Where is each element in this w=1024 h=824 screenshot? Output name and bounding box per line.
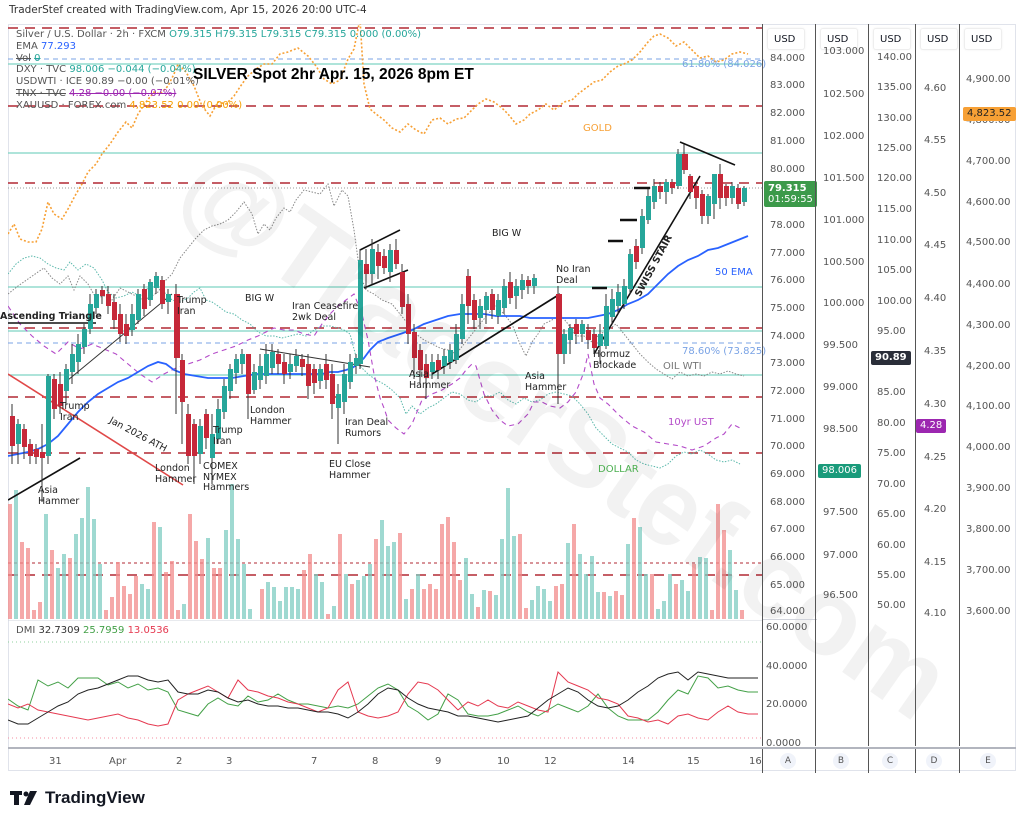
annot-50-ema: 50 EMA bbox=[715, 267, 753, 278]
dmi-adx-line bbox=[8, 671, 758, 725]
price-axis-a[interactable]: USD 84.000 83.000 82.000 81.000 80.000 7… bbox=[762, 24, 817, 749]
ohlc-values: O79.315 H79.315 L79.315 C79.315 0.000 (0… bbox=[169, 29, 422, 40]
dmi-plus-value: 25.7959 bbox=[83, 625, 125, 636]
annot-10yr-ust: 10yr UST bbox=[668, 417, 714, 428]
annot-asia-hammer-1: Asia Hammer bbox=[38, 485, 80, 507]
axis-letter-d[interactable]: D bbox=[926, 753, 942, 769]
annot-iran-ceasefire: Iran Ceasefire 2wk Deal bbox=[292, 301, 359, 323]
volume-bars bbox=[8, 484, 744, 619]
annot-oil-wti: OIL WTI bbox=[663, 361, 702, 372]
ust10-line bbox=[8, 293, 741, 451]
legend-tnx-row[interactable]: TNX · TVC 4.28 −0.00 (−0.07%) bbox=[16, 87, 177, 99]
last-price-tag: 79.315 01:59:55 bbox=[764, 181, 817, 207]
price-axis-e[interactable]: USD 4,900.00 4,800.00 4,700.00 4,600.00 … bbox=[959, 24, 1016, 746]
legend-vol-row[interactable]: Vol 0 bbox=[16, 52, 41, 64]
axis-letter-b[interactable]: B bbox=[833, 753, 849, 769]
gold-line bbox=[8, 24, 749, 243]
annot-trump-iran-3: Trump Iran bbox=[213, 425, 243, 447]
annot-london-hammer-2: London Hammer bbox=[250, 405, 292, 427]
axis-b-currency[interactable]: USD bbox=[820, 28, 858, 50]
dmi-legend[interactable]: DMI 32.7309 25.7959 13.0536 bbox=[16, 625, 169, 636]
annot-asia-hammer-3: Asia Hammer bbox=[525, 371, 567, 393]
annot-hormuz-blockade: Hormuz Blockade bbox=[593, 349, 637, 371]
annot-comex-hammers: COMEX NYMEX Hammers bbox=[203, 461, 250, 493]
dmi-minus-line bbox=[8, 671, 758, 727]
legend-xauusd-row[interactable]: XAUUSD · FOREX.com 4,823.52 0.00 (0.00%) bbox=[16, 99, 243, 111]
axis-letter-c[interactable]: C bbox=[882, 753, 898, 769]
legend-usdwti-row[interactable]: USDWTI · ICE 90.89 −0.00 (−0.01%) bbox=[16, 76, 199, 88]
gold-price-tag: 4,823.52 bbox=[963, 107, 1016, 121]
ema50-line bbox=[8, 235, 749, 457]
tnx-price-tag: 4.28 bbox=[916, 419, 947, 433]
chart-legend: Silver / U.S. Dollar · 2h · FXCM O79.315… bbox=[16, 29, 421, 112]
price-axis-b[interactable]: USD 103.000 102.500 102.000 101.500 101.… bbox=[815, 24, 868, 746]
axis-d-currency[interactable]: USD bbox=[920, 28, 958, 50]
annot-fib-618: 61.80% (84.026) bbox=[682, 59, 767, 70]
legend-ema-row[interactable]: EMA 77.293 bbox=[16, 40, 76, 52]
dmi-plus-line bbox=[8, 675, 758, 721]
axis-e-currency[interactable]: USD bbox=[964, 28, 1002, 50]
annot-asia-hammer-2: Asia Hammer bbox=[409, 369, 451, 391]
axis-letter-a[interactable]: A bbox=[780, 753, 796, 769]
axis-a-currency[interactable]: USD bbox=[767, 28, 805, 50]
price-axis-c[interactable]: USD 140.00 135.00 130.00 125.00 120.00 1… bbox=[868, 24, 915, 746]
price-candles bbox=[10, 144, 747, 502]
dmi-minus-value: 13.0536 bbox=[127, 625, 169, 636]
axis-c-currency[interactable]: USD bbox=[873, 28, 911, 50]
pane-separator[interactable] bbox=[763, 619, 817, 620]
bar-countdown: 01:59:55 bbox=[768, 194, 813, 205]
tradingview-logo[interactable]: TradingView bbox=[10, 788, 145, 808]
dxy-price-tag: 98.006 bbox=[818, 464, 861, 478]
chart-title: SILVER Spot 2hr Apr. 15, 2026 8pm ET bbox=[193, 66, 474, 83]
annot-ascending-triangle: Ascending Triangle bbox=[0, 311, 102, 322]
annot-dollar: DOLLAR bbox=[598, 464, 639, 475]
axis-letter-e[interactable]: E bbox=[980, 753, 996, 769]
chart-credit: TraderStef created with TradingView.com,… bbox=[9, 4, 367, 16]
main-price-pane[interactable] bbox=[8, 24, 762, 619]
dmi-adx-value: 32.7309 bbox=[38, 625, 80, 636]
legend-dxy-row[interactable]: DXY · TVC 98.006 −0.044 (−0.04%) bbox=[16, 64, 196, 76]
annot-trump-iran-2: Trump Iran bbox=[177, 295, 207, 317]
dmi-chart-svg bbox=[8, 620, 762, 739]
annot-big-w-1: BIG W bbox=[245, 293, 275, 304]
legend-symbol-row[interactable]: Silver / U.S. Dollar · 2h · FXCM O79.315… bbox=[16, 29, 422, 40]
price-axis-d[interactable]: USD 4.60 4.55 4.50 4.45 4.40 4.35 4.30 4… bbox=[915, 24, 959, 746]
annot-london-hammer-1: London Hammer bbox=[155, 463, 197, 485]
annot-no-iran-deal: No Iran Deal bbox=[556, 264, 591, 286]
annot-eu-close-hammer: EU Close Hammer bbox=[329, 459, 371, 481]
annot-iran-deal-rumors: Iran Deal Rumors bbox=[345, 417, 389, 439]
time-axis[interactable]: 31 Apr 2 3 7 8 9 10 12 14 15 16 A B C D … bbox=[8, 747, 1016, 773]
annot-fib-786: 78.60% (73.825) bbox=[682, 346, 767, 357]
wti-price-tag: 90.89 bbox=[871, 351, 911, 365]
annot-trump-iran-1: Trump Iran bbox=[60, 401, 90, 423]
tradingview-logo-icon bbox=[10, 791, 37, 805]
annot-big-w-2: BIG W bbox=[492, 228, 522, 239]
dmi-pane[interactable] bbox=[8, 620, 762, 746]
annot-gold: GOLD bbox=[583, 123, 612, 134]
price-chart-svg bbox=[8, 24, 762, 619]
